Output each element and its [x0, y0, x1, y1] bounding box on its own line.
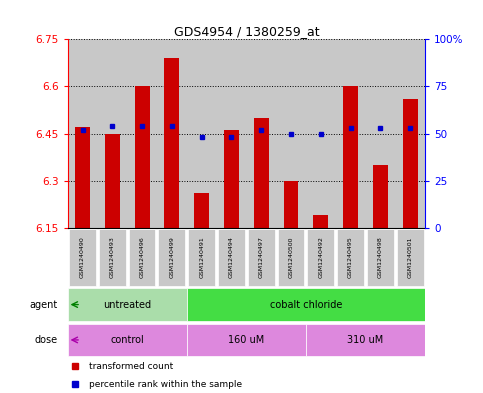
Bar [194, 193, 209, 228]
Bar [313, 215, 328, 228]
Text: untreated: untreated [103, 299, 151, 310]
Bar [276, 39, 306, 228]
Text: 310 uM: 310 uM [347, 335, 384, 345]
Bar [105, 134, 120, 228]
Text: 160 uM: 160 uM [228, 335, 265, 345]
FancyBboxPatch shape [367, 229, 394, 286]
Bar [224, 130, 239, 228]
Bar [254, 118, 269, 228]
Text: GSM1240491: GSM1240491 [199, 237, 204, 278]
Text: GSM1240494: GSM1240494 [229, 237, 234, 278]
Text: GSM1240495: GSM1240495 [348, 237, 353, 278]
Text: transformed count: transformed count [89, 362, 173, 371]
Bar [68, 39, 98, 228]
Text: GSM1240490: GSM1240490 [80, 237, 85, 278]
FancyBboxPatch shape [187, 324, 306, 356]
Bar [216, 39, 246, 228]
FancyBboxPatch shape [128, 229, 156, 286]
FancyBboxPatch shape [68, 288, 187, 321]
FancyBboxPatch shape [68, 324, 187, 356]
Bar [246, 39, 276, 228]
FancyBboxPatch shape [248, 229, 275, 286]
Bar [306, 39, 336, 228]
Text: GSM1240501: GSM1240501 [408, 237, 412, 278]
Bar [135, 86, 150, 228]
Text: GSM1240500: GSM1240500 [288, 237, 294, 278]
FancyBboxPatch shape [69, 229, 96, 286]
Bar [98, 39, 127, 228]
Text: GSM1240496: GSM1240496 [140, 237, 144, 278]
Text: percentile rank within the sample: percentile rank within the sample [89, 380, 242, 389]
Bar [373, 165, 388, 228]
Bar [127, 39, 157, 228]
Text: cobalt chloride: cobalt chloride [270, 299, 342, 310]
Bar [366, 39, 395, 228]
Bar [343, 86, 358, 228]
Bar [164, 58, 179, 228]
Bar [336, 39, 366, 228]
Bar [284, 181, 298, 228]
Bar [395, 39, 425, 228]
FancyBboxPatch shape [306, 324, 425, 356]
Text: control: control [110, 335, 144, 345]
FancyBboxPatch shape [158, 229, 185, 286]
Bar [187, 39, 216, 228]
Text: GSM1240499: GSM1240499 [170, 237, 174, 278]
Title: GDS4954 / 1380259_at: GDS4954 / 1380259_at [173, 25, 319, 38]
Text: dose: dose [35, 335, 58, 345]
Text: agent: agent [30, 299, 58, 310]
FancyBboxPatch shape [307, 229, 334, 286]
Bar [157, 39, 187, 228]
FancyBboxPatch shape [397, 229, 424, 286]
FancyBboxPatch shape [188, 229, 215, 286]
Text: GSM1240498: GSM1240498 [378, 237, 383, 278]
FancyBboxPatch shape [218, 229, 245, 286]
FancyBboxPatch shape [187, 288, 425, 321]
FancyBboxPatch shape [99, 229, 126, 286]
FancyBboxPatch shape [278, 229, 304, 286]
Text: GSM1240497: GSM1240497 [259, 237, 264, 278]
Bar [75, 127, 90, 228]
Bar [403, 99, 418, 228]
Text: GSM1240493: GSM1240493 [110, 237, 115, 278]
FancyBboxPatch shape [337, 229, 364, 286]
Text: GSM1240492: GSM1240492 [318, 237, 323, 278]
